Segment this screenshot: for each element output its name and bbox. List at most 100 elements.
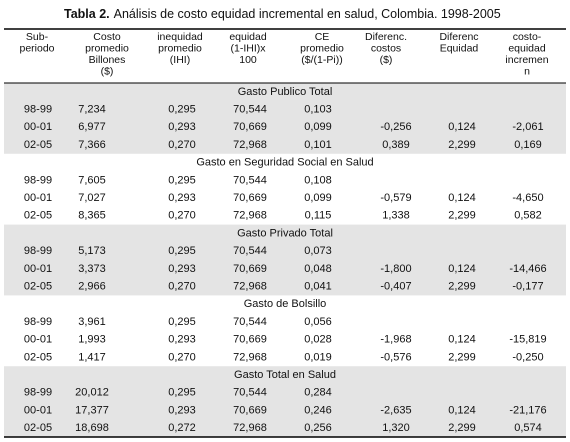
table-cell: 72,968 [233,280,267,292]
table-cell: 0,124 [448,121,476,133]
table-cell: 98-99 [24,316,52,328]
table-cell: 72,968 [233,351,267,363]
table-cell: 0,284 [304,387,332,399]
table-cell: -0,250 [512,351,543,363]
table-cell: 72,968 [233,422,267,434]
table-cell: 0,270 [168,139,196,151]
table-cell: 0,056 [304,316,332,328]
table-cell: 70,544 [233,103,267,115]
table-cell: 0,293 [168,192,196,204]
section-title: Gasto Privado Total [237,227,333,239]
table-cell: -4,650 [512,192,543,204]
table-cell: 98-99 [24,174,52,186]
table-cell: 0,108 [304,174,332,186]
table-cell: 3,373 [78,263,106,275]
table-cell: 72,968 [233,210,267,222]
table-cell: 7,027 [78,192,106,204]
table-cell: 0,103 [304,103,332,115]
table-cell: 1,417 [78,351,106,363]
table-cell: -0,177 [512,280,543,292]
table-cell: 0,124 [448,263,476,275]
header-cell: costos [371,42,401,54]
table-cell: 02-05 [24,280,52,292]
header-cell: (1-IHI)x [231,42,267,54]
table-cell: 7,234 [78,103,106,115]
table-cell: 00-01 [24,121,52,133]
table-cell: 00-01 [24,263,52,275]
table-cell: 1,338 [382,210,410,222]
table-cell: -0,579 [380,192,411,204]
table-cell: 02-05 [24,422,52,434]
table-cell: 0,019 [304,351,332,363]
header-cell: promedio [85,42,129,54]
header-cell: Costo [93,31,121,43]
table-cell: 0,124 [448,334,476,346]
table-cell: 7,366 [78,139,106,151]
table-cell: 00-01 [24,404,52,416]
header-cell: Diferenc. [365,31,407,43]
table-cell: 70,669 [233,404,267,416]
table-cell: 7,605 [78,174,106,186]
section-title: Gasto de Bolsillo [244,298,327,310]
header-cell: (IHI) [170,54,190,66]
table-cell: 0,099 [304,192,332,204]
table-cell: 02-05 [24,210,52,222]
table-cell: 0,028 [304,334,332,346]
table-cell: 00-01 [24,192,52,204]
table-cell: -0,256 [380,121,411,133]
table-cell: 20,012 [75,387,109,399]
table-cell: -15,819 [509,334,546,346]
table-cell: 5,173 [78,245,106,257]
header-cell: ($) [101,65,114,77]
table-cell: -1,800 [380,263,411,275]
header-cell: equidad [229,31,267,43]
table-cell: 0,295 [168,174,196,186]
header-cell: inequidad [157,31,203,43]
table-cell: 02-05 [24,351,52,363]
table-cell: 70,544 [233,174,267,186]
table-cell: 0,169 [514,139,542,151]
header-cell: ($) [380,54,393,66]
table-cell: -1,968 [380,334,411,346]
section-title: Gasto Total en Salud [234,369,336,381]
header-cell: promedio [158,42,202,54]
table-cell: 70,669 [233,121,267,133]
table-cell: 1,993 [78,334,106,346]
header-cell: incremen [505,54,548,66]
header-cell: Equidad [440,42,479,54]
header-cell: 100 [239,54,257,66]
table-cell: 0,295 [168,387,196,399]
table-cell: 0,293 [168,404,196,416]
header-cell: Sub- [26,31,49,43]
table-cell: 72,968 [233,139,267,151]
section-shade [4,83,566,154]
title-label: Tabla 2. [64,7,110,21]
table-cell: -21,176 [509,404,546,416]
section-shade [4,224,566,296]
header-cell: ($/(1-Pi)) [301,54,342,66]
section-title: Gasto en Seguridad Social en Salud [196,157,373,169]
table-cell: 98-99 [24,103,52,115]
table-cell: 8,365 [78,210,106,222]
table-cell: -0,576 [380,351,411,363]
table-cell: 2,299 [448,210,476,222]
table-cell: 70,544 [233,245,267,257]
header-cell: CE [315,31,330,43]
table-cell: -0,407 [380,280,411,292]
table-cell: -2,061 [512,121,543,133]
table-cell: 0,293 [168,121,196,133]
table-cell: 0,295 [168,245,196,257]
table-cell: 6,977 [78,121,106,133]
table-cell: 98-99 [24,387,52,399]
table-cell: 0,048 [304,263,332,275]
table-cell: 70,669 [233,192,267,204]
table-cell: 2,966 [78,280,106,292]
table-cell: 70,669 [233,334,267,346]
section-title: Gasto Publico Total [238,86,333,98]
table-cell: 0,246 [304,404,332,416]
table-cell: 0,582 [514,210,542,222]
table-cell: 17,377 [75,404,109,416]
header-cell: periodo [19,42,54,54]
table-cell: -14,466 [509,263,546,275]
table-cell: 0,124 [448,192,476,204]
